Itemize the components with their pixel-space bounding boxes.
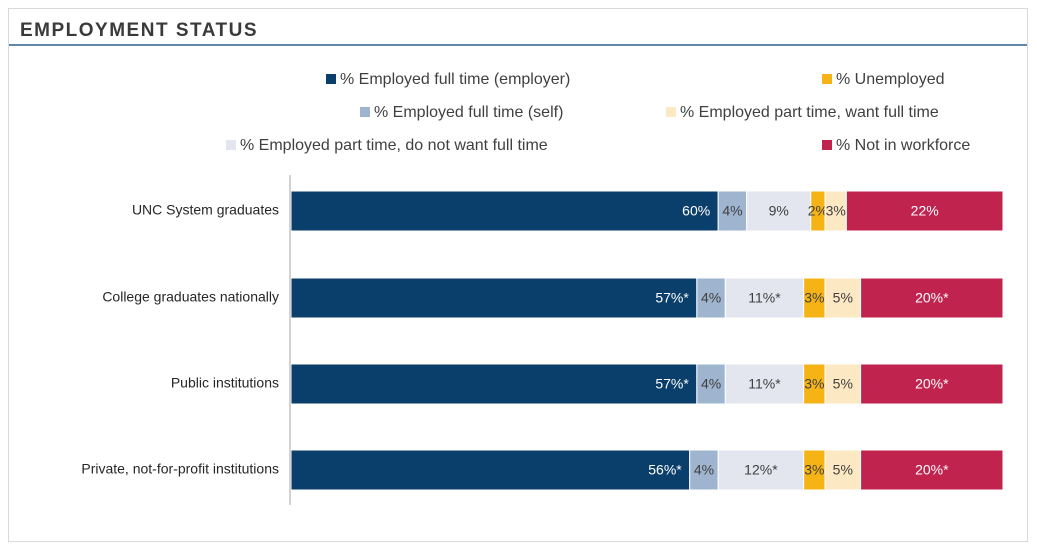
bar-segment [824,363,862,405]
value-label: 9% [769,203,789,219]
legend-swatch [822,140,832,150]
legend-label: % Employed full time (employer) [340,71,570,88]
bar-segment [860,277,1004,319]
value-label: 5% [833,376,853,392]
panel [8,8,1028,542]
legend-swatch [360,107,370,117]
value-label: 3% [804,462,824,478]
value-label: 3% [826,203,846,219]
value-label: 2% [808,203,828,219]
legend-swatch [666,107,676,117]
category-label: Private, not-for-profit institutions [81,461,279,477]
bar-segment [860,363,1004,405]
legend-swatch [822,74,832,84]
value-label: 56%* [648,462,682,478]
value-label: 3% [804,376,824,392]
category-label: College graduates nationally [102,289,279,305]
value-label: 11%* [748,290,781,306]
bar-segment [824,277,862,319]
category-label: UNC System graduates [132,202,279,218]
value-label: 22% [911,203,939,219]
bar-segment [696,277,726,319]
value-label: 20%* [915,376,949,392]
bar-segment [290,190,719,232]
legend-swatch [326,74,336,84]
bar-segment [290,277,698,319]
legend-label: % Employed part time, do not want full t… [240,137,548,154]
bar-segment [696,363,726,405]
value-label: 5% [833,462,853,478]
bar-segment [860,449,1004,491]
bar-segment [290,449,691,491]
legend-label: % Not in workforce [836,137,970,154]
legend-label: % Employed part time, want full time [680,104,939,121]
chart-title: EMPLOYMENT STATUS [20,20,258,41]
value-label: 20%* [915,290,949,306]
value-label: 57%* [655,290,689,306]
category-label: Public institutions [171,375,279,391]
value-label: 4% [722,203,742,219]
value-label: 11%* [748,376,781,392]
bar-segment [290,363,698,405]
legend-label: % Unemployed [836,71,945,88]
value-label: 57%* [655,376,689,392]
value-label: 5% [833,290,853,306]
bar-segment [845,190,1004,232]
value-label: 4% [694,462,714,478]
value-label: 12%* [744,462,778,478]
value-label: 60% [682,203,710,219]
bar-segment [717,190,748,232]
value-label: 4% [701,290,721,306]
bar-segment [724,277,805,319]
value-label: 20%* [915,462,949,478]
legend-swatch [226,140,236,150]
bar-segment [824,449,862,491]
legend-label: % Employed full time (self) [374,104,563,121]
value-label: 4% [701,376,721,392]
value-label: 3% [804,290,824,306]
